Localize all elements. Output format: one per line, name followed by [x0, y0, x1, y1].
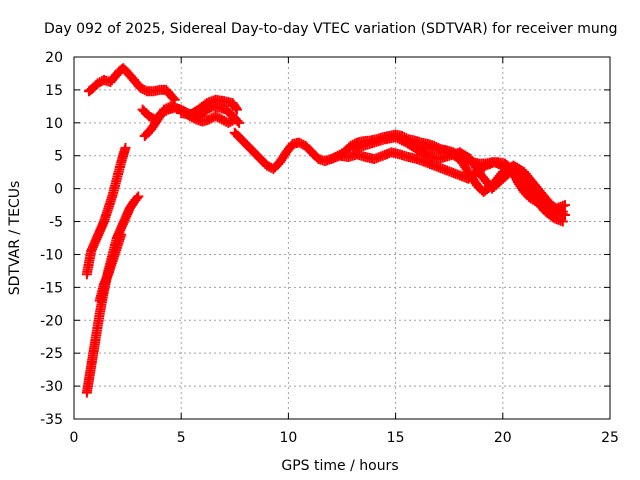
x-axis-label: GPS time / hours: [281, 458, 398, 474]
x-tick-label: 5: [177, 430, 186, 446]
data-point: [169, 94, 180, 105]
series-arc-g: [176, 94, 242, 120]
series-arc-f: [139, 101, 240, 141]
data-point: [559, 209, 570, 220]
y-tick-label: 15: [45, 83, 63, 99]
y-tick-label: -10: [40, 247, 63, 263]
series-arc-i: [326, 147, 568, 227]
x-tick-label: 25: [601, 430, 619, 446]
data-point: [116, 229, 127, 240]
x-tick-label: 20: [494, 430, 512, 446]
x-tick-label: 15: [387, 430, 405, 446]
plot-frame: [73, 56, 611, 420]
series-arc-d: [94, 229, 127, 306]
y-tick-label: 10: [45, 116, 63, 132]
y-axis-label: SDTVAR / TECUs: [7, 181, 23, 296]
y-tick-label: 0: [54, 182, 63, 198]
y-tick-label: 20: [45, 50, 63, 66]
series-arc-k: [412, 140, 570, 220]
data-point: [133, 191, 144, 202]
data-point: [168, 93, 179, 104]
axis-ticks: 0 5 10 15 20 25 -35 -30 -25 -20 -15 -10 -5 0 5 10 15 20: [40, 50, 619, 446]
y-tick-label: -15: [40, 280, 63, 296]
x-tick-label: 0: [70, 430, 79, 446]
data-point: [231, 104, 242, 115]
data-point: [229, 114, 240, 125]
y-tick-label: -35: [40, 412, 63, 428]
y-tick-label: -5: [49, 215, 63, 231]
data-points: [81, 63, 570, 398]
series-arc-a: [84, 63, 180, 105]
y-tick-label: -25: [40, 346, 63, 362]
series-arc-j: [347, 132, 570, 214]
series-arc-b: [81, 142, 131, 280]
data-point: [559, 200, 570, 211]
grid: [74, 57, 610, 419]
chart-title: Day 092 of 2025, Sidereal Day-to-day VTE…: [44, 21, 618, 37]
data-point: [120, 142, 131, 153]
y-tick-label: -20: [40, 313, 63, 329]
data-point: [230, 103, 241, 114]
y-tick-label: 5: [54, 149, 63, 165]
x-tick-label: 10: [279, 430, 297, 446]
series-arc-c: [81, 191, 144, 398]
y-tick-label: -30: [40, 379, 63, 395]
